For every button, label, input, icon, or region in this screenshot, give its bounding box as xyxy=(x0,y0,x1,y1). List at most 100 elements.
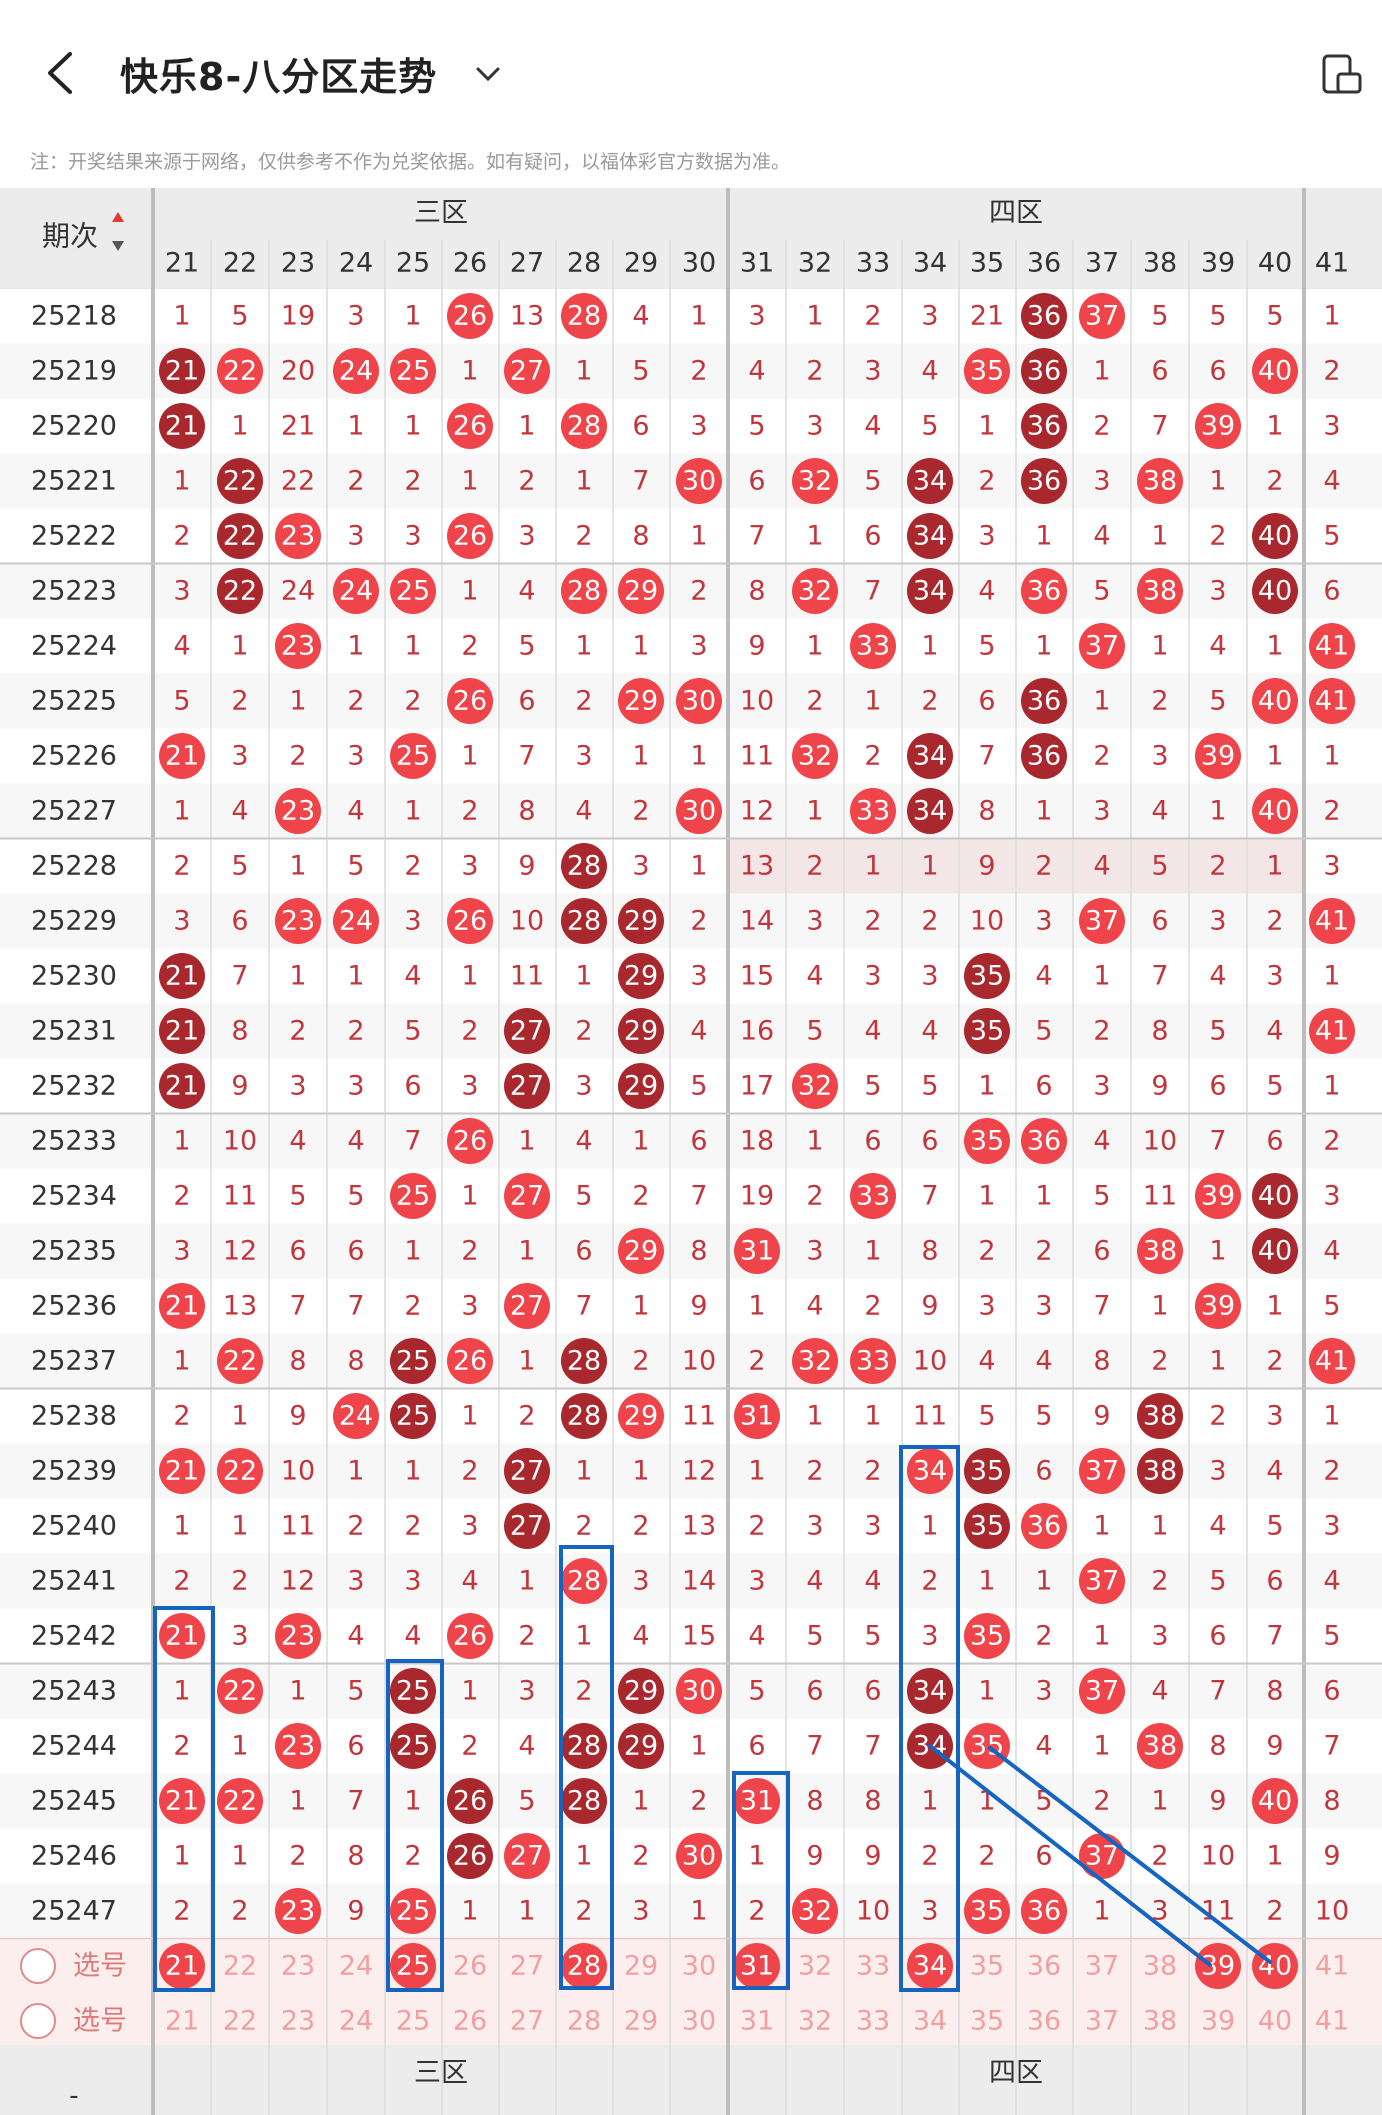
miss-count: 1 xyxy=(632,1456,649,1487)
selected-number[interactable]: 25 xyxy=(396,1951,430,1982)
select-number[interactable]: 41 xyxy=(1315,2006,1349,2037)
select-label[interactable]: 选号 xyxy=(73,1951,127,1982)
hit-ball xyxy=(618,1668,664,1714)
miss-count: 4 xyxy=(864,411,881,442)
row-background xyxy=(0,1608,1382,1664)
select-number[interactable]: 26 xyxy=(453,1951,487,1982)
miss-count: 4 xyxy=(1209,961,1226,992)
select-number[interactable]: 37 xyxy=(1085,1951,1119,1982)
miss-count: 2 xyxy=(173,1401,190,1432)
hit-ball xyxy=(618,1228,664,1274)
select-number[interactable]: 35 xyxy=(970,2006,1004,2037)
selected-number[interactable]: 21 xyxy=(165,1951,199,1982)
select-number[interactable]: 25 xyxy=(396,2006,430,2037)
select-radio[interactable] xyxy=(20,1948,56,1984)
select-number[interactable]: 24 xyxy=(339,2006,373,2037)
selected-ball[interactable] xyxy=(1195,1943,1241,1989)
select-number[interactable]: 34 xyxy=(913,2006,947,2037)
select-number[interactable]: 22 xyxy=(223,2006,257,2037)
miss-count: 6 xyxy=(1035,1456,1052,1487)
select-number[interactable]: 32 xyxy=(798,1951,832,1982)
row-background xyxy=(0,1278,1382,1334)
selected-ball[interactable] xyxy=(907,1943,953,1989)
select-number[interactable]: 41 xyxy=(1315,1951,1349,1982)
sort-down-icon[interactable] xyxy=(112,241,124,251)
select-number[interactable]: 32 xyxy=(798,2006,832,2037)
hit-ball xyxy=(618,1008,664,1054)
miss-count: 1 xyxy=(806,796,823,827)
select-number[interactable]: 29 xyxy=(624,2006,658,2037)
miss-count: 4 xyxy=(1035,1731,1052,1762)
select-number[interactable]: 21 xyxy=(165,2006,199,2037)
select-number[interactable]: 37 xyxy=(1085,2006,1119,2037)
miss-count: 5 xyxy=(748,411,765,442)
miss-count: 13 xyxy=(682,1511,716,1542)
select-number[interactable]: 28 xyxy=(567,2006,601,2037)
select-number[interactable]: 38 xyxy=(1143,2006,1177,2037)
select-radio[interactable] xyxy=(20,2003,56,2039)
hit-number: 22 xyxy=(223,356,257,387)
miss-count: 6 xyxy=(231,906,248,937)
select-number[interactable]: 26 xyxy=(453,2006,487,2037)
selected-number[interactable]: 31 xyxy=(740,1951,774,1982)
select-number[interactable]: 31 xyxy=(740,2006,774,2037)
selected-ball[interactable] xyxy=(390,1943,436,1989)
selected-ball[interactable] xyxy=(159,1943,205,1989)
hit-ball xyxy=(792,1338,838,1384)
select-number[interactable]: 29 xyxy=(624,1951,658,1982)
hit-number: 21 xyxy=(165,961,199,992)
hit-ball xyxy=(1137,1448,1183,1494)
miss-count: 5 xyxy=(518,631,535,662)
select-number[interactable]: 36 xyxy=(1027,2006,1061,2037)
select-number[interactable]: 27 xyxy=(510,1951,544,1982)
select-number[interactable]: 27 xyxy=(510,2006,544,2037)
select-number[interactable]: 33 xyxy=(856,2006,890,2037)
select-number[interactable]: 40 xyxy=(1258,2006,1292,2037)
miss-count: 1 xyxy=(864,1401,881,1432)
select-number[interactable]: 35 xyxy=(970,1951,1004,1982)
miss-count: 5 xyxy=(404,1016,421,1047)
selected-number[interactable]: 39 xyxy=(1201,1951,1235,1982)
orientation-toggle-icon[interactable] xyxy=(1320,52,1364,96)
select-number[interactable]: 22 xyxy=(223,1951,257,1982)
select-label[interactable]: 选号 xyxy=(73,2006,127,2037)
hit-number: 32 xyxy=(798,1896,832,1927)
chevron-down-icon[interactable] xyxy=(472,58,504,90)
miss-count: 2 xyxy=(806,851,823,882)
selected-ball[interactable] xyxy=(561,1943,607,1989)
issue-number: 25218 xyxy=(31,301,117,332)
miss-count: 9 xyxy=(748,631,765,662)
hit-ball xyxy=(676,678,722,724)
select-number[interactable]: 33 xyxy=(856,1951,890,1982)
miss-count: 3 xyxy=(632,1896,649,1927)
miss-count: 4 xyxy=(518,576,535,607)
hit-number: 41 xyxy=(1315,906,1349,937)
miss-count: 1 xyxy=(748,1841,765,1872)
select-number[interactable]: 30 xyxy=(682,1951,716,1982)
selected-number[interactable]: 28 xyxy=(567,1951,601,1982)
issue-header[interactable]: 期次 xyxy=(42,220,98,253)
hit-number: 38 xyxy=(1143,466,1177,497)
select-number[interactable]: 36 xyxy=(1027,1951,1061,1982)
select-number[interactable]: 23 xyxy=(281,2006,315,2037)
select-number[interactable]: 23 xyxy=(281,1951,315,1982)
issue-number: 25239 xyxy=(31,1456,117,1487)
hit-ball xyxy=(504,1173,550,1219)
miss-count: 10 xyxy=(1201,1841,1235,1872)
selected-ball[interactable] xyxy=(1252,1943,1298,1989)
miss-count: 2 xyxy=(632,1346,649,1377)
select-number[interactable]: 39 xyxy=(1201,2006,1235,2037)
miss-count: 4 xyxy=(575,796,592,827)
select-number[interactable]: 38 xyxy=(1143,1951,1177,1982)
select-number[interactable]: 30 xyxy=(682,2006,716,2037)
sort-up-icon[interactable] xyxy=(112,212,124,222)
hit-number: 22 xyxy=(223,1346,257,1377)
back-arrow-icon[interactable] xyxy=(40,48,80,98)
miss-count: 4 xyxy=(1323,1566,1340,1597)
select-number[interactable]: 24 xyxy=(339,1951,373,1982)
selected-number[interactable]: 34 xyxy=(913,1951,947,1982)
selected-ball[interactable] xyxy=(734,1943,780,1989)
miss-count: 4 xyxy=(289,1126,306,1157)
annotation-box-31 xyxy=(732,1771,790,1990)
hit-number: 36 xyxy=(1027,686,1061,717)
